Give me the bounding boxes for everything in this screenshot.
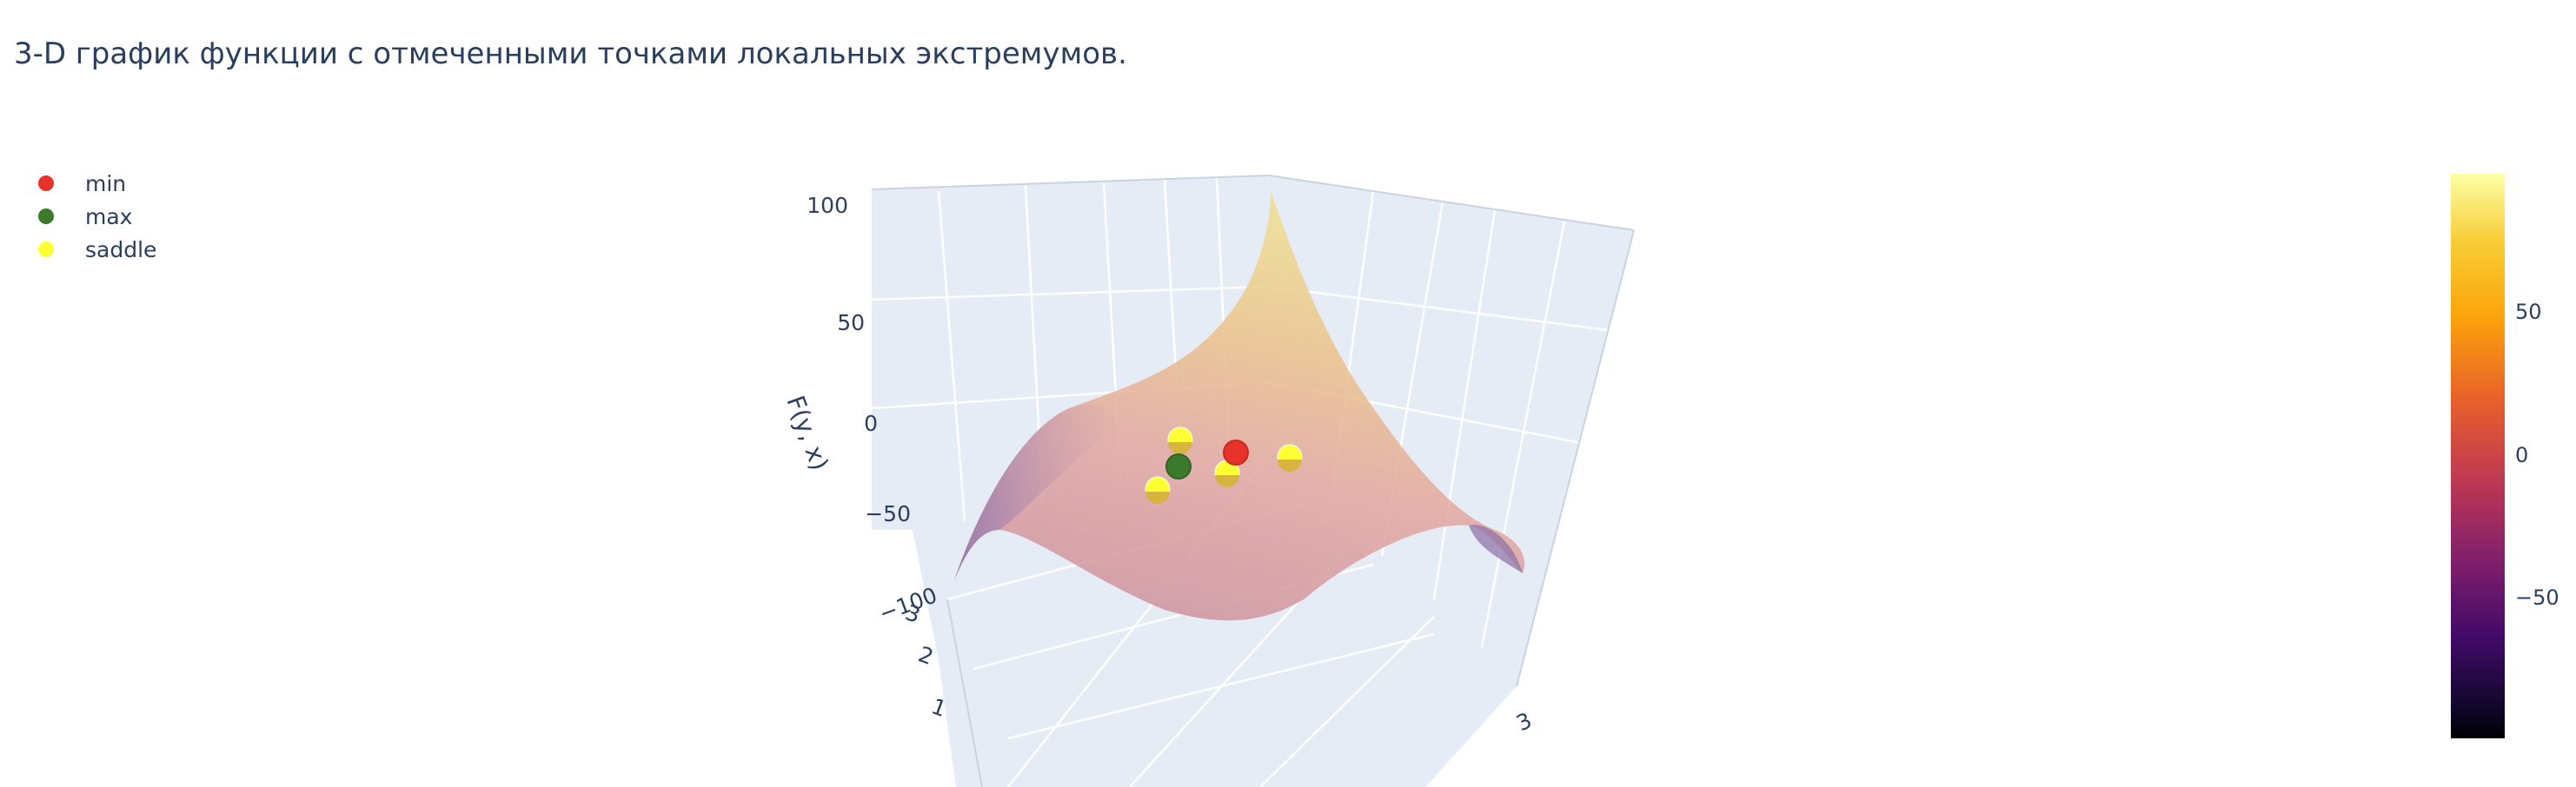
x-tick-3: 3 (1512, 707, 1536, 736)
legend-item-min[interactable]: min (38, 167, 156, 200)
z-tick-50: 50 (837, 310, 865, 335)
chart-title: 3-D график функции с отмеченными точками… (14, 36, 1127, 71)
legend-marker-max (38, 208, 54, 224)
legend-label-saddle: saddle (85, 236, 157, 262)
legend: min max saddle (38, 167, 156, 266)
surface-right-shade (1469, 525, 1523, 573)
colorbar-tick-50: 50 (2515, 300, 2542, 324)
colorbar-tick-0: 0 (2515, 443, 2529, 467)
z-axis-label: F(y, x) (780, 392, 833, 474)
saddle-point[interactable] (1167, 427, 1193, 454)
surface-left-shade (954, 405, 1121, 580)
min-point[interactable] (1223, 440, 1249, 466)
extremum-markers[interactable] (1145, 427, 1303, 504)
z-tick-minus-50: −50 (865, 501, 911, 526)
colorbar-tick-minus-50: −50 (2515, 585, 2559, 610)
legend-marker-min (38, 175, 54, 191)
y-tick-2: 2 (915, 641, 937, 670)
max-point[interactable] (1165, 453, 1192, 479)
colorbar (2451, 174, 2505, 738)
back-wall-right (1269, 175, 1634, 686)
saddle-point[interactable] (1277, 444, 1303, 472)
legend-marker-saddle (38, 241, 54, 257)
z-tick-0: 0 (864, 411, 878, 436)
z-tick-100: 100 (807, 193, 848, 218)
saddle-point[interactable] (1214, 460, 1240, 487)
legend-label-max: max (85, 203, 133, 229)
function-surface[interactable] (954, 191, 1525, 621)
axis-lines (871, 175, 1635, 787)
saddle-point[interactable] (1145, 476, 1171, 504)
legend-item-max[interactable]: max (38, 200, 156, 233)
legend-item-saddle[interactable]: saddle (38, 233, 156, 266)
legend-label-min: min (85, 170, 127, 196)
